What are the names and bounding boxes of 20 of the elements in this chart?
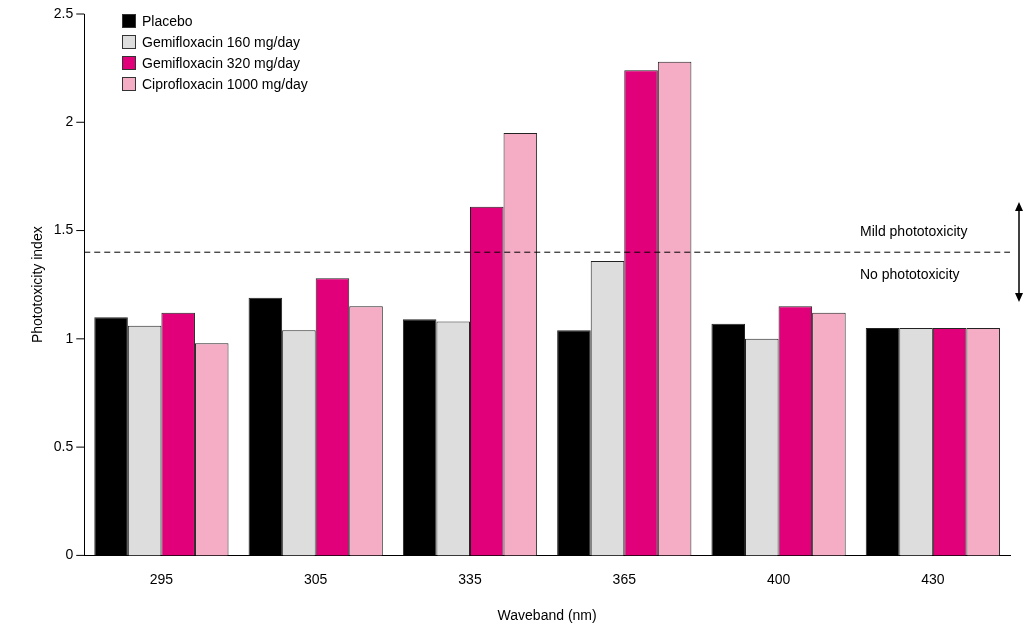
y-tick-label: 0.5 [53, 437, 74, 454]
legend-label: Placebo [142, 12, 193, 29]
annotation: Mild phototoxicity [860, 223, 968, 240]
x-tick-label: 305 [304, 570, 328, 587]
x-axis-title: Waveband (nm) [497, 607, 597, 624]
y-axis-title: Phototoxicity index [29, 226, 46, 344]
x-tick-label: 430 [921, 570, 945, 587]
legend-label: Ciprofloxacin 1000 mg/day [142, 75, 308, 92]
annotation: No phototoxicity [860, 266, 960, 283]
y-tick-label: 0 [65, 546, 74, 563]
y-tick-label: 2.5 [53, 4, 74, 21]
y-tick-label: 2 [65, 113, 74, 130]
legend-label: Gemifloxacin 320 mg/day [142, 54, 300, 71]
x-tick-label: 400 [766, 570, 791, 587]
x-tick-label: 335 [458, 570, 482, 587]
x-tick-label: 295 [149, 570, 174, 587]
y-tick-label: 1.5 [53, 221, 74, 238]
x-tick-label: 365 [612, 570, 637, 587]
y-tick-label: 1 [65, 329, 74, 346]
legend-label: Gemifloxacin 160 mg/day [142, 33, 300, 50]
